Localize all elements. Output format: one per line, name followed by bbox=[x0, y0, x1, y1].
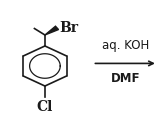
Text: Cl: Cl bbox=[37, 100, 53, 114]
Text: aq. KOH: aq. KOH bbox=[102, 39, 149, 52]
Text: Br: Br bbox=[59, 21, 78, 35]
Polygon shape bbox=[45, 26, 59, 35]
Text: DMF: DMF bbox=[110, 72, 140, 85]
